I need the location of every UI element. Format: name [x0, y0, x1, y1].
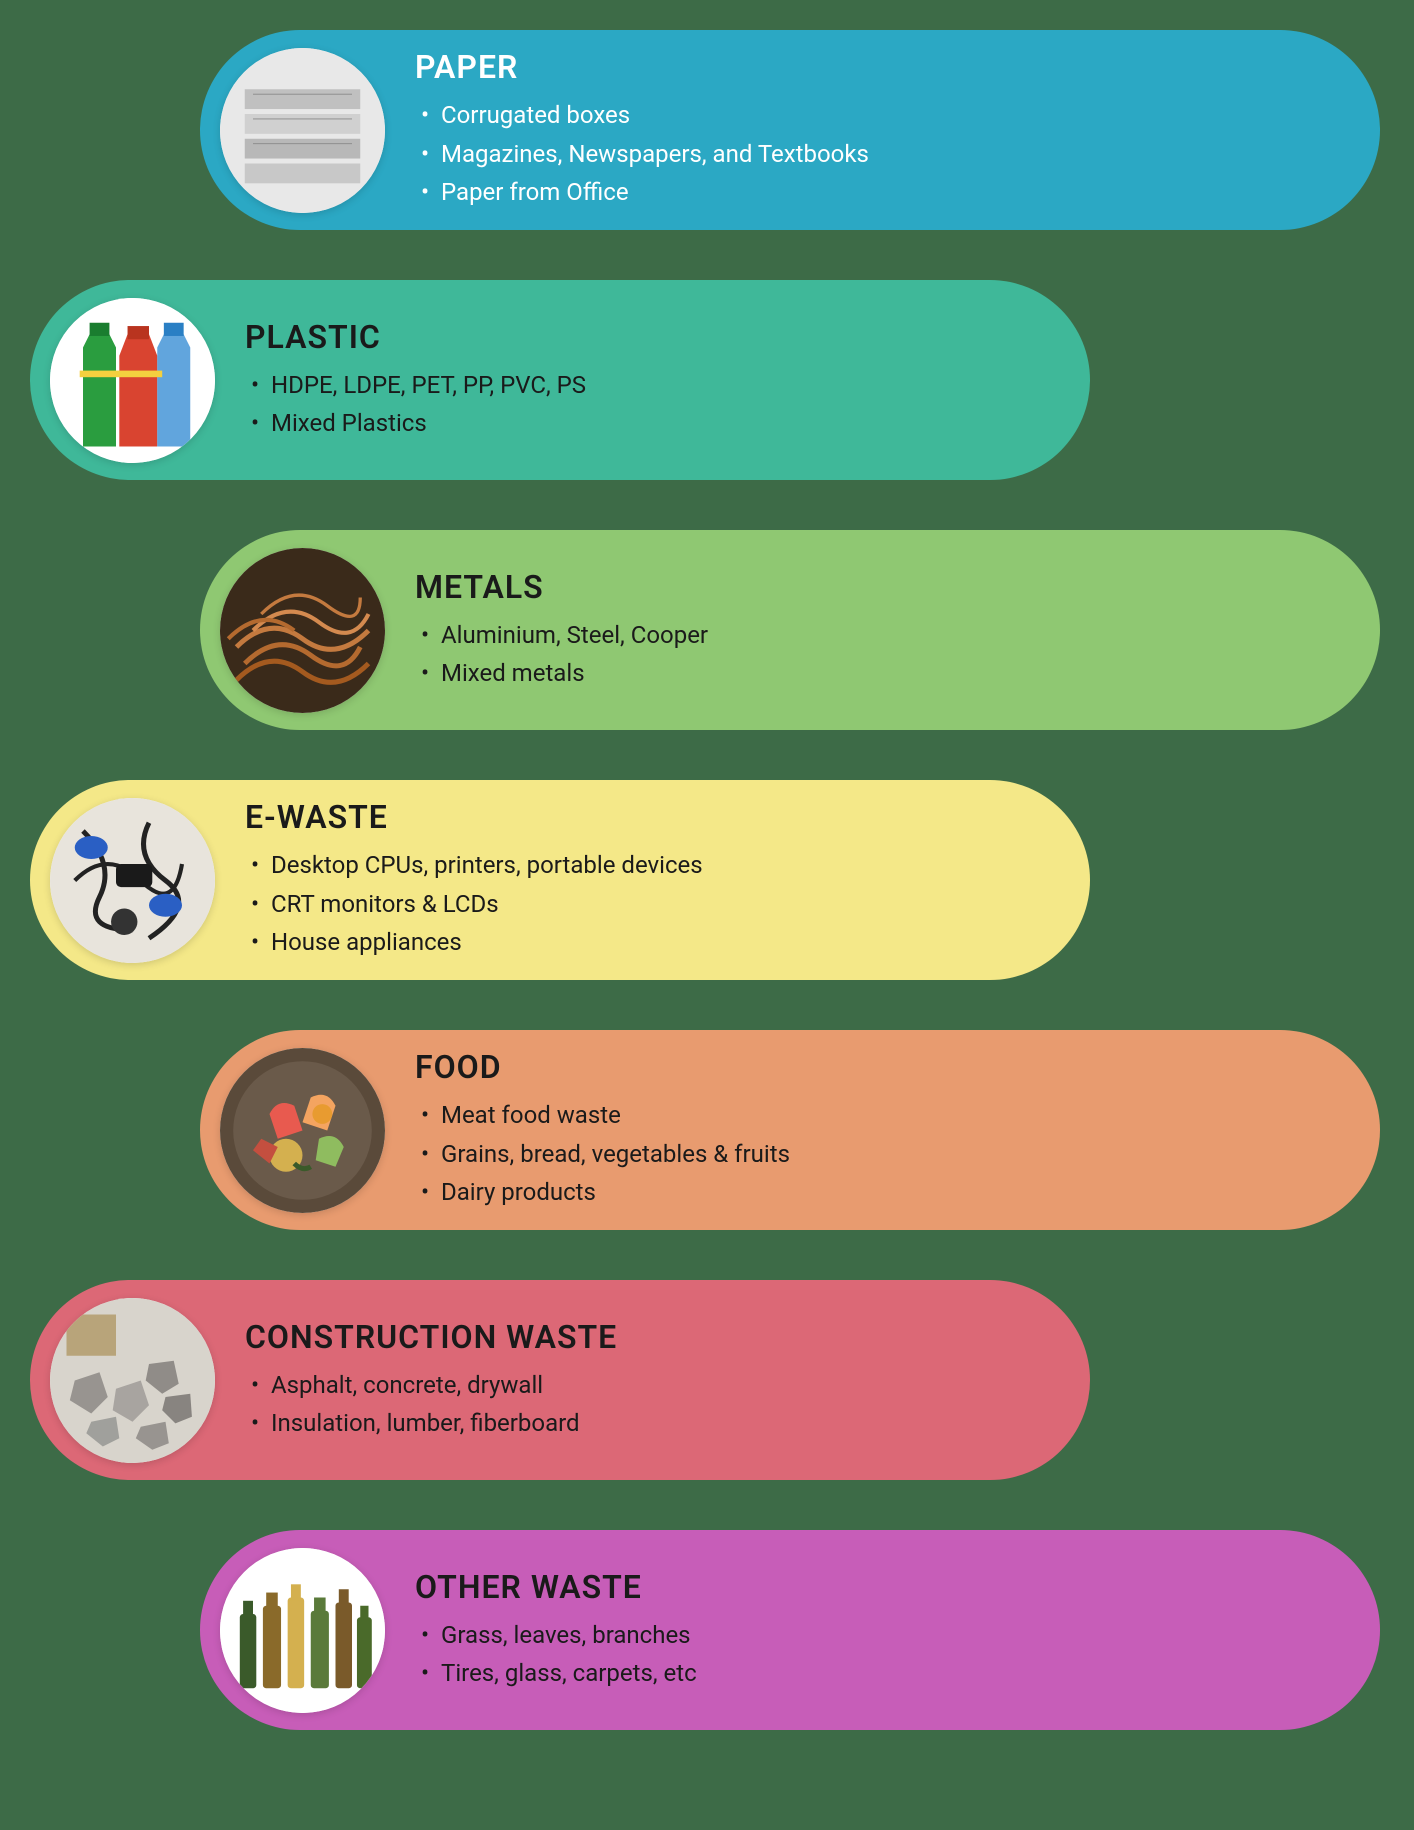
list-item: Mixed Plastics — [271, 404, 586, 442]
category-metals: METALS Aluminium, Steel, CooperMixed meta… — [200, 530, 1380, 730]
category-title: PAPER — [415, 48, 869, 86]
category-title: METALS — [415, 568, 708, 606]
list-item: House appliances — [271, 923, 703, 961]
category-title: E-WASTE — [245, 798, 703, 836]
category-items: Corrugated boxesMagazines, Newspapers, a… — [415, 96, 869, 211]
list-item: Dairy products — [441, 1173, 790, 1211]
plastic-icon — [50, 298, 215, 463]
category-construction-waste: CONSTRUCTION WASTE Asphalt, concrete, dry… — [30, 1280, 1090, 1480]
list-item: Asphalt, concrete, drywall — [271, 1366, 617, 1404]
category-content: PLASTIC HDPE, LDPE, PET, PP, PVC, PSMixed… — [245, 318, 586, 443]
paper-icon — [220, 48, 385, 213]
category-content: OTHER WASTE Grass, leaves, branchesTires,… — [415, 1568, 697, 1693]
list-item: Insulation, lumber, fiberboard — [271, 1404, 617, 1442]
metals-icon — [220, 548, 385, 713]
list-item: Desktop CPUs, printers, portable devices — [271, 846, 703, 884]
category-paper: PAPER Corrugated boxesMagazines, Newspape… — [200, 30, 1380, 230]
construction-icon — [50, 1298, 215, 1463]
category-content: E-WASTE Desktop CPUs, printers, portable … — [245, 798, 703, 961]
list-item: Grass, leaves, branches — [441, 1616, 697, 1654]
category-plastic: PLASTIC HDPE, LDPE, PET, PP, PVC, PSMixed… — [30, 280, 1090, 480]
category-title: CONSTRUCTION WASTE — [245, 1318, 617, 1356]
list-item: Corrugated boxes — [441, 96, 869, 134]
other-icon — [220, 1548, 385, 1713]
list-item: Paper from Office — [441, 173, 869, 211]
list-item: Mixed metals — [441, 654, 708, 692]
category-title: OTHER WASTE — [415, 1568, 697, 1606]
category-items: Aluminium, Steel, CooperMixed metals — [415, 616, 708, 693]
category-items: Asphalt, concrete, drywallInsulation, lu… — [245, 1366, 617, 1443]
category-items: Meat food wasteGrains, bread, vegetables… — [415, 1096, 790, 1211]
category-content: FOOD Meat food wasteGrains, bread, vegeta… — [415, 1048, 790, 1211]
list-item: Meat food waste — [441, 1096, 790, 1134]
category-title: FOOD — [415, 1048, 790, 1086]
list-item: Tires, glass, carpets, etc — [441, 1654, 697, 1692]
category-content: PAPER Corrugated boxesMagazines, Newspape… — [415, 48, 869, 211]
category-items: Desktop CPUs, printers, portable devices… — [245, 846, 703, 961]
category-other-waste: OTHER WASTE Grass, leaves, branchesTires,… — [200, 1530, 1380, 1730]
food-icon — [220, 1048, 385, 1213]
category-items: HDPE, LDPE, PET, PP, PVC, PSMixed Plasti… — [245, 366, 586, 443]
list-item: Grains, bread, vegetables & fruits — [441, 1135, 790, 1173]
list-item: HDPE, LDPE, PET, PP, PVC, PS — [271, 366, 586, 404]
category-e-waste: E-WASTE Desktop CPUs, printers, portable … — [30, 780, 1090, 980]
category-content: METALS Aluminium, Steel, CooperMixed meta… — [415, 568, 708, 693]
list-item: Magazines, Newspapers, and Textbooks — [441, 135, 869, 173]
ewaste-icon — [50, 798, 215, 963]
category-content: CONSTRUCTION WASTE Asphalt, concrete, dry… — [245, 1318, 617, 1443]
category-items: Grass, leaves, branchesTires, glass, car… — [415, 1616, 697, 1693]
list-item: Aluminium, Steel, Cooper — [441, 616, 708, 654]
list-item: CRT monitors & LCDs — [271, 885, 703, 923]
category-food: FOOD Meat food wasteGrains, bread, vegeta… — [200, 1030, 1380, 1230]
category-title: PLASTIC — [245, 318, 586, 356]
